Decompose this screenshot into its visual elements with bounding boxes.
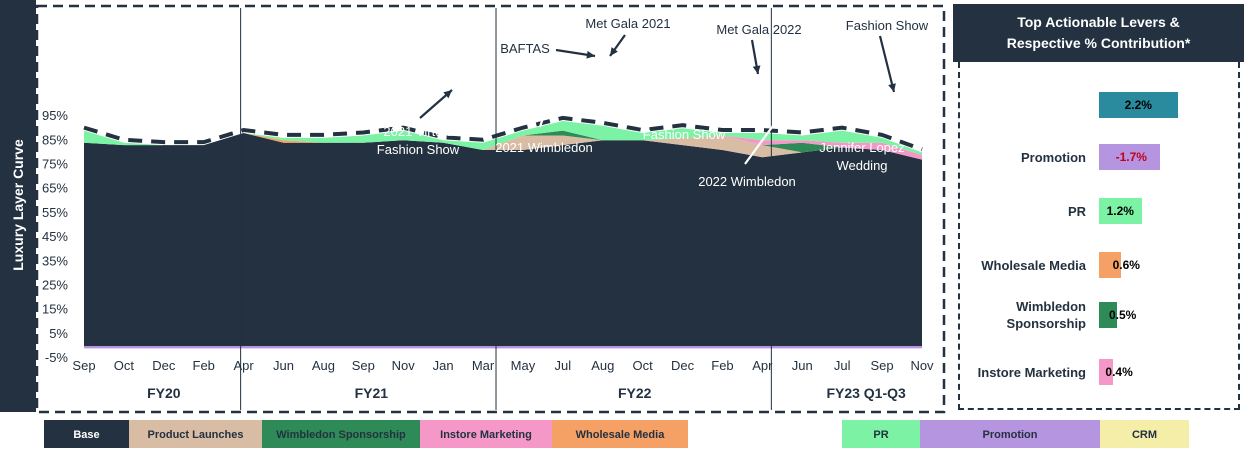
annotation-arrowhead (546, 88, 555, 97)
annotation-label: Fashion Show (846, 18, 929, 33)
legend-item-wimbledon-sponsorship: Wimbledon Sponsorship (262, 420, 420, 448)
lever-bar (1099, 92, 1179, 118)
fiscal-year-label: FY21 (355, 385, 389, 401)
x-tick-label: Feb (711, 358, 733, 373)
y-tick-label: 85% (42, 132, 68, 147)
annotation-label: Jennifer Lopez (819, 140, 904, 155)
annotation-arrowhead (888, 83, 896, 92)
annotation-arrowhead (789, 93, 797, 102)
total-dashed-line (83, 115, 923, 152)
x-tick-label: Sep (352, 358, 375, 373)
lever-label: Instore Marketing (977, 364, 1086, 380)
x-tick-label: Nov (392, 358, 416, 373)
annotation-arrow (878, 35, 896, 93)
area-promotion (84, 346, 922, 349)
annotation-label: Met Gala 2022 (716, 22, 801, 37)
levers-title-line1: Top Actionable Levers & (1017, 14, 1180, 30)
x-tick-label: Jun (273, 358, 294, 373)
annotation-arrow (744, 92, 798, 165)
legend-item-instore-marketing: Instore Marketing (420, 420, 552, 448)
x-tick-label: Dec (152, 358, 176, 373)
legend-item-crm: CRM (1100, 420, 1189, 448)
x-tick-label: Jul (834, 358, 851, 373)
levers-panel: 2.2% Promotion -1.7% PR 1.2% Wholesale Media 0… (958, 62, 1240, 410)
y-tick-label: 45% (42, 229, 68, 244)
fiscal-year-label: FY23 Q1-Q3 (826, 385, 906, 401)
x-tick-label: Sep (72, 358, 95, 373)
legend-item-pr: PR (842, 420, 920, 448)
lever-value: 0.4% (1105, 365, 1133, 379)
lever-bar (1099, 359, 1114, 385)
lever-bar (1099, 144, 1161, 170)
lever-value: 1.2% (1106, 204, 1134, 218)
annotation-arrowhead (752, 65, 761, 74)
lever-bar (1099, 302, 1117, 328)
legend: Base Product Launches Wimbledon Sponsorshi… (44, 420, 1189, 448)
x-tick-label: Feb (193, 358, 215, 373)
lever-bar (1099, 198, 1143, 224)
x-tick-label: Oct (114, 358, 135, 373)
x-tick-label: Apr (752, 358, 773, 373)
y-tick-label: 75% (42, 157, 68, 172)
fiscal-year-label: FY22 (618, 385, 652, 401)
annotation-arrowhead (719, 92, 728, 100)
annotation-arrowhead (443, 90, 452, 99)
lever-value: 0.5% (1109, 308, 1137, 322)
area-base (84, 133, 922, 346)
y-tick-label: -5% (45, 350, 69, 365)
lever-label: Wimbledon Sponsorship (1006, 299, 1086, 331)
levers-title-line2: Respective % Contribution* (1006, 35, 1191, 51)
x-tick-label: Aug (312, 358, 335, 373)
legend-item-promotion: Promotion (920, 420, 1100, 448)
annotation-label: 2022 Wimbledon (698, 174, 796, 189)
x-tick-label: Aug (591, 358, 614, 373)
annotation-label: Fashion Show (643, 127, 726, 142)
x-tick-label: May (511, 358, 536, 373)
lever-bar (1099, 252, 1121, 278)
x-tick-label: Jul (555, 358, 572, 373)
lever-label: Wholesale Media (981, 257, 1086, 273)
y-tick-label: 95% (42, 108, 68, 123)
fiscal-year-label: FY20 (147, 385, 181, 401)
annotation-label: BAFTAS (500, 41, 550, 56)
annotation-arrowhead (610, 47, 618, 56)
area-product-launches (84, 133, 922, 160)
x-tick-label: Oct (633, 358, 654, 373)
y-tick-label: 65% (42, 181, 68, 196)
y-tick-label: 55% (42, 205, 68, 220)
lever-label: PR (1067, 203, 1086, 219)
lever-label: Promotion (1021, 149, 1086, 165)
lever-value: 2.2% (1124, 98, 1152, 112)
annotation-label: Met Gala 2021 (585, 16, 670, 31)
y-tick-label: 35% (42, 253, 68, 268)
legend-item-product-launches: Product Launches (129, 420, 262, 448)
legend-item-base: Base (44, 420, 129, 448)
lever-value: -1.7% (1115, 150, 1147, 164)
annotation-label: 2021 Virtual (383, 124, 452, 139)
layer-curve-chart: -5% 5% 15% 25% 35% 45% 55% 65% 75% 85% 95% Sep Oct D… (35, 4, 946, 414)
x-tick-label: Nov (910, 358, 934, 373)
side-band (0, 0, 36, 412)
x-tick-label: Apr (234, 358, 255, 373)
annotation-label: Fashion Show (377, 142, 460, 157)
x-tick-label: Dec (671, 358, 695, 373)
area-pr (84, 120, 922, 155)
x-tick-label: Jun (792, 358, 813, 373)
annotation-arrowhead (586, 50, 595, 59)
y-tick-label: 25% (42, 278, 68, 293)
x-tick-label: Mar (472, 358, 495, 373)
x-tick-label: Sep (871, 358, 894, 373)
y-tick-label: 15% (42, 302, 68, 317)
annotation-arrowhead (843, 94, 852, 103)
annotation-label: 2021 Wimbledon (495, 140, 593, 155)
x-tick-label: Jan (433, 358, 454, 373)
annotation-label: Wedding (836, 158, 887, 173)
levers-header: Top Actionable Levers & Respective % Con… (953, 4, 1244, 62)
y-tick-label: 5% (49, 326, 68, 341)
lever-value: 0.6% (1112, 258, 1140, 272)
annotation-arrow (679, 91, 729, 118)
legend-item-wholesale-media: Wholesale Media (552, 420, 688, 448)
